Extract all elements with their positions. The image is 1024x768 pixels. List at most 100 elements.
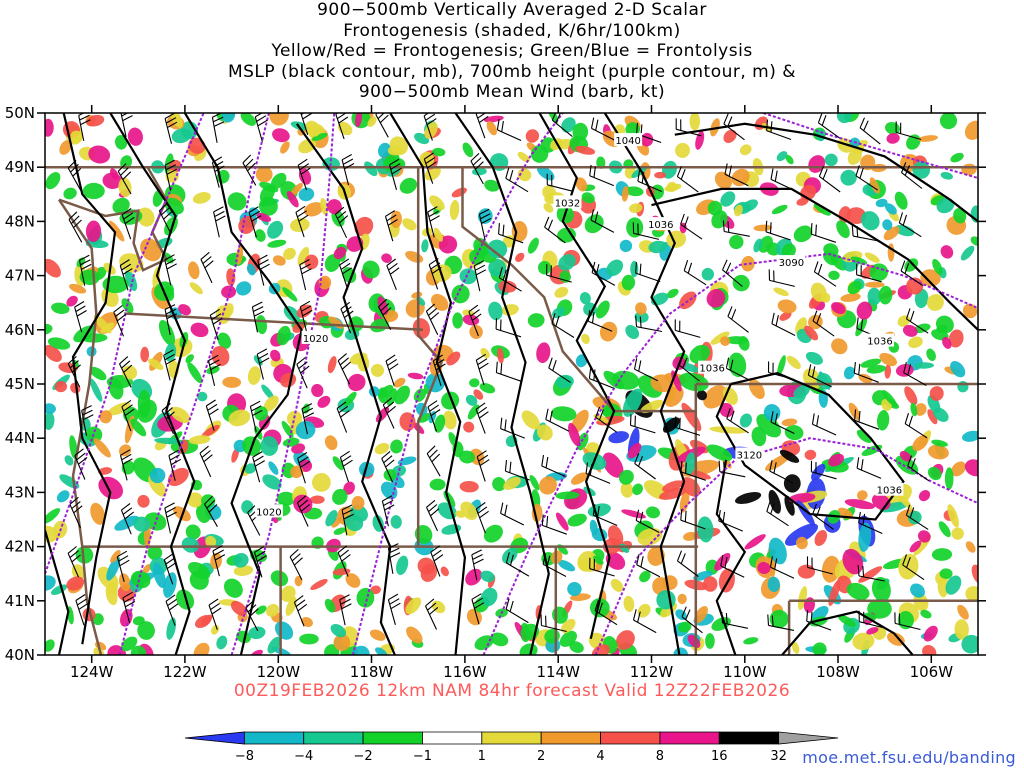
frontogenesis-blob (517, 151, 530, 163)
height-contour (351, 113, 564, 655)
frontogenesis-blob (844, 499, 876, 510)
wind-barb-flag (212, 156, 223, 163)
colorbar-segment (540, 731, 601, 745)
wind-barb-flag (470, 309, 480, 317)
height-contour (482, 252, 978, 655)
wind-barb-flag (344, 310, 354, 319)
frontogenesis-blob (333, 634, 351, 651)
wind-barb-flag (383, 455, 393, 464)
colorbar-label: 1 (478, 749, 486, 764)
frontogenesis-blob (343, 481, 355, 495)
frontogenesis-blob (957, 604, 969, 620)
wind-barb-flag (500, 363, 503, 375)
frontogenesis-blob (650, 374, 675, 393)
wind-barb-flag (161, 402, 171, 412)
mslp-label: 1020 (303, 334, 328, 345)
wind-barb-flag (433, 554, 444, 562)
wind-barb-flag (774, 558, 778, 570)
colorbar-label: 2 (537, 749, 545, 764)
frontogenesis-blob (517, 168, 532, 182)
wind-barb-flag (124, 216, 135, 224)
frontogenesis-blob (232, 552, 249, 568)
frontogenesis-blob (442, 410, 457, 430)
wind-barb-flag (476, 450, 487, 458)
frontogenesis-blob (137, 399, 157, 423)
wind-barb-flag (683, 260, 689, 271)
wind-barb-flag (676, 550, 683, 562)
wind-barb-flag (546, 555, 551, 567)
frontogenesis-blob (396, 555, 409, 575)
wind-barb-flag (299, 259, 310, 266)
wind-barb-flag (909, 310, 915, 322)
wind-barb-flag (168, 449, 179, 456)
wind-barb-flag (213, 549, 224, 556)
frontogenesis-blob (486, 120, 497, 136)
frontogenesis-blob (796, 197, 809, 206)
height-label-bg (735, 447, 764, 461)
wind-barb-flag (342, 459, 353, 467)
frontogenesis-blob (848, 402, 861, 421)
wind-barb-flag (256, 555, 267, 562)
wind-barb-flag (634, 453, 640, 464)
wind-barb-flag (211, 607, 222, 615)
wind-barb-flag (822, 168, 828, 180)
frontogenesis-blob (579, 291, 591, 305)
frontogenesis-blob (621, 509, 646, 519)
frontogenesis-blob (695, 131, 705, 150)
mslp-contour (781, 610, 914, 655)
frontogenesis-blob (771, 204, 788, 215)
wind-barb-flag (166, 117, 177, 124)
wind-barb-flag (470, 152, 480, 162)
wind-barb-flag (774, 170, 778, 182)
frontogenesis-blob (948, 329, 964, 348)
lat-tick-label: 47N (5, 267, 35, 285)
frontogenesis-blob (584, 214, 604, 234)
frontogenesis-blob (189, 282, 203, 295)
wind-barb-flag (167, 121, 178, 128)
frontogenesis-blob (607, 525, 624, 547)
frontogenesis-blob (728, 352, 747, 378)
frontogenesis-blob (228, 409, 251, 427)
frontogenesis-blob (769, 609, 789, 629)
wind-barb-flag (765, 220, 768, 232)
wind-barb-flag (164, 159, 175, 166)
wind-barb-flag (121, 453, 132, 461)
frontogenesis-blob (632, 483, 643, 496)
frontogenesis-blob (858, 566, 883, 583)
frontogenesis-blob (440, 566, 449, 577)
wind-barb-flag (166, 561, 177, 570)
frontogenesis-blob (931, 439, 948, 447)
wind-barb-flag (113, 305, 123, 313)
frontogenesis-blob (784, 425, 804, 441)
frontogenesis-blob (828, 270, 840, 281)
wind-barb-flag (120, 167, 129, 176)
frontogenesis-blob (776, 151, 788, 162)
wind-barb-flag (430, 312, 440, 321)
frontogenesis-blob (894, 191, 908, 210)
wind-barb-flag (476, 353, 486, 361)
wind-barb-flag (340, 301, 351, 310)
wind-barb-flag (774, 413, 778, 425)
wind-barb-flag (726, 408, 731, 419)
frontogenesis-blob (399, 412, 416, 431)
wind-barb-flag (633, 358, 638, 370)
wind-barb-flag (337, 353, 347, 362)
wind-barb-flag (775, 314, 779, 326)
wind-barb-flag (725, 612, 728, 625)
frontogenesis-blob (190, 322, 209, 338)
frontogenesis-blob (603, 370, 625, 390)
state-boundary (416, 167, 443, 547)
wind-barb-flag (909, 507, 915, 518)
credit-url[interactable]: moe.met.fsu.edu/banding (802, 748, 1016, 767)
wind-barb-flag (116, 313, 127, 322)
colorbar-segment (600, 731, 661, 745)
frontogenesis-blob (100, 322, 115, 334)
wind-barb-flag (69, 360, 79, 369)
frontogenesis-blob (236, 281, 252, 296)
wind-barb-flag (163, 211, 173, 220)
frontogenesis-blob (123, 406, 139, 423)
wind-barb-flag (335, 206, 345, 215)
frontogenesis-blob (227, 192, 247, 211)
wind-barb-flag (771, 312, 775, 324)
frontogenesis-blob (546, 113, 559, 124)
